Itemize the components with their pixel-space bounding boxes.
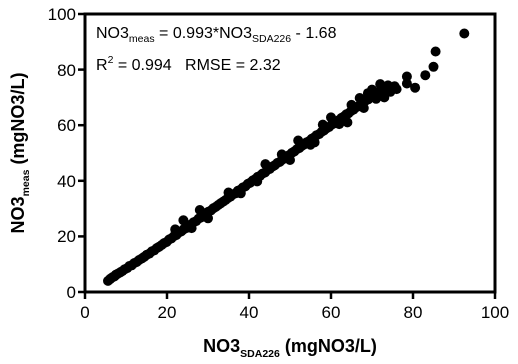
- data-point: [260, 159, 271, 170]
- data-point: [459, 28, 470, 39]
- data-point: [389, 81, 400, 92]
- data-point: [401, 78, 412, 89]
- data-point: [334, 119, 345, 130]
- data-point: [186, 223, 197, 234]
- data-point: [346, 99, 357, 110]
- y-tick-label: 80: [57, 61, 76, 80]
- r-squared-main: R: [96, 57, 108, 74]
- x-tick-label: 40: [240, 303, 259, 322]
- y-tick-label: 60: [57, 116, 76, 135]
- equation-lhs: NO3: [96, 25, 129, 42]
- x-tick-label: 60: [322, 303, 341, 322]
- equation-tail: - 1.68: [291, 25, 336, 42]
- y-axis-title-rest: (mgNO3/L): [8, 73, 28, 170]
- data-point: [326, 112, 336, 123]
- stats-rest: = 0.994 RMSE = 2.32: [113, 57, 280, 74]
- x-tick-label: 100: [481, 303, 509, 322]
- x-tick-label: 80: [404, 303, 423, 322]
- data-point: [379, 92, 390, 103]
- x-axis-title-main: NO3: [203, 336, 240, 356]
- data-point: [293, 135, 304, 146]
- x-axis-title: NO3SDA226 (mgNO3/L): [203, 336, 377, 360]
- regression-equation: NO3meas = 0.993*NO3SDA226 - 1.68: [96, 25, 337, 45]
- data-point: [170, 224, 181, 235]
- y-tick-label: 100: [48, 5, 76, 24]
- data-point: [401, 71, 412, 82]
- equation-lhs-sub: meas: [129, 33, 155, 45]
- data-point: [194, 205, 205, 215]
- equation-rhs-sub: SDA226: [252, 33, 291, 45]
- y-tick-label: 40: [57, 172, 76, 191]
- y-axis-title-sub: meas: [20, 169, 32, 196]
- data-point: [276, 149, 287, 160]
- y-tick-label: 20: [57, 227, 76, 246]
- fit-statistics: R2 = 0.994 RMSE = 2.32: [96, 54, 281, 74]
- data-point: [178, 215, 189, 226]
- data-point: [362, 88, 373, 99]
- x-axis-title-sub: SDA226: [240, 348, 280, 360]
- x-tick-label: 0: [80, 303, 89, 322]
- data-point: [354, 93, 365, 103]
- data-point: [317, 119, 328, 130]
- x-tick-label: 20: [158, 303, 177, 322]
- data-point: [430, 46, 441, 57]
- data-point: [371, 93, 382, 104]
- data-point: [428, 61, 439, 72]
- data-point: [358, 103, 369, 113]
- data-points: [103, 28, 470, 286]
- x-axis-title-rest: (mgNO3/L): [280, 336, 377, 356]
- data-point: [235, 188, 246, 199]
- equation-mid: = 0.993*NO3: [155, 25, 253, 42]
- data-point: [375, 79, 386, 90]
- data-point: [342, 117, 353, 128]
- data-point: [252, 176, 263, 187]
- y-tick-label: 0: [67, 283, 76, 302]
- y-axis-title-main: NO3: [8, 196, 28, 233]
- data-point: [420, 70, 431, 81]
- data-point: [309, 137, 320, 148]
- data-point: [203, 213, 213, 224]
- data-point: [410, 82, 421, 93]
- data-point: [223, 187, 234, 198]
- y-axis-title: NO3meas (mgNO3/L): [8, 73, 32, 234]
- r-squared-sup: 2: [108, 54, 114, 66]
- data-point: [285, 155, 295, 165]
- plot-frame: [83, 12, 497, 294]
